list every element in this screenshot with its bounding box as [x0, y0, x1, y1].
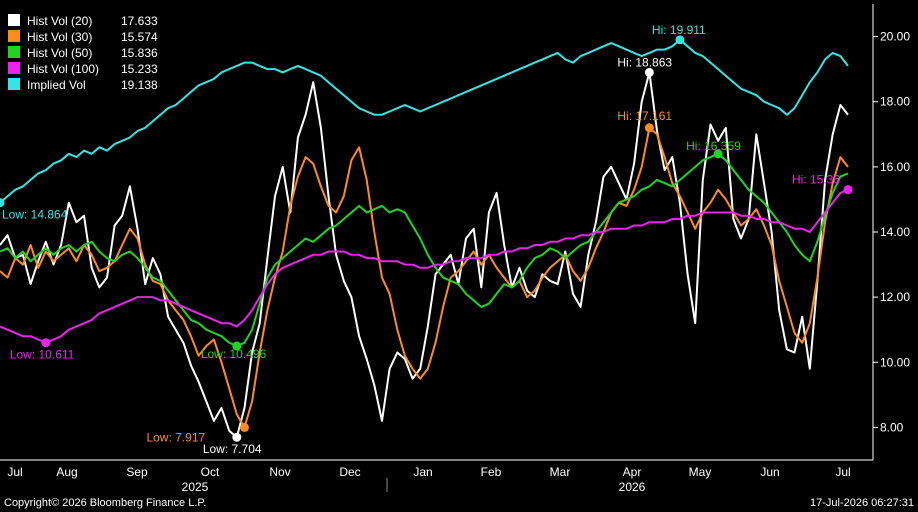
copyright-text: Copyright© 2026 Bloomberg Finance L.P. — [4, 497, 206, 509]
x-month-label: Dec — [339, 465, 360, 479]
timestamp-text: 17-Jul-2026 06:27:31 — [810, 497, 914, 509]
y-tick-label: 14.00 — [880, 225, 910, 239]
legend-series-last: 17.633 — [121, 14, 158, 28]
x-month-label: Jul — [835, 465, 850, 479]
y-tick-label: 16.00 — [880, 160, 910, 174]
extreme-marker — [232, 432, 242, 442]
extreme-marker — [713, 149, 723, 159]
y-tick-label: 20.00 — [880, 30, 910, 44]
extreme-label: Low: 7.704 — [203, 442, 262, 456]
extreme-marker — [675, 35, 685, 45]
series-line — [0, 126, 849, 429]
x-year-label: 2026 — [619, 480, 646, 494]
series-line — [0, 38, 849, 204]
extreme-label: Hi: 16.359 — [686, 139, 741, 153]
extreme-marker — [239, 422, 249, 432]
x-month-label: Feb — [481, 465, 502, 479]
series-layer — [0, 38, 849, 439]
legend-series-name: Hist Vol (50) — [27, 46, 92, 60]
footer: Copyright© 2026 Bloomberg Finance L.P. 1… — [4, 497, 914, 509]
y-tick-label: 8.00 — [880, 420, 904, 434]
legend-series-last: 15.233 — [121, 62, 158, 76]
extreme-label: Low: 10.611 — [10, 348, 75, 362]
y-axis: 8.00 10.00 12.00 14.00 16.00 18.00 20.00 — [872, 4, 910, 460]
x-month-label: Jul — [7, 465, 22, 479]
extreme-marker — [41, 338, 51, 348]
extreme-marker — [644, 67, 654, 77]
annotation-layer: Hi: 18.863 Hi: 19.911 Hi: 17.161 Hi: 16.359… — [0, 23, 853, 456]
legend-swatch — [8, 30, 20, 42]
legend-swatch — [8, 46, 20, 58]
y-tick-label: 18.00 — [880, 95, 910, 109]
x-month-label: Oct — [201, 465, 220, 479]
extreme-marker — [232, 341, 242, 351]
x-year-label: 2025 — [182, 480, 209, 494]
extreme-label: Low: 14.864 — [2, 208, 68, 222]
x-axis: Jul Aug Sep Oct Nov Dec Jan Feb Mar Apr May Jun Jul 2… — [0, 459, 873, 494]
extreme-label: Hi: 15.36 — [792, 173, 840, 187]
x-month-label: May — [689, 465, 712, 479]
extreme-label: Low: 7.917 — [146, 430, 205, 444]
legend-series-name: Hist Vol (20) — [27, 14, 92, 28]
extreme-marker — [843, 185, 853, 195]
legend-swatch — [8, 14, 20, 26]
y-tick-label: 10.00 — [880, 355, 910, 369]
legend-box — [4, 8, 168, 94]
legend-series-name: Hist Vol (30) — [27, 30, 92, 44]
extreme-label: Hi: 17.161 — [617, 109, 672, 123]
y-tick-label: 12.00 — [880, 290, 910, 304]
extreme-label: Hi: 18.863 — [617, 55, 672, 69]
legend-swatch — [8, 78, 20, 90]
legend-series-name: Hist Vol (100) — [27, 62, 99, 76]
x-month-label: Jun — [760, 465, 779, 479]
legend: Hist Vol (20) 17.633 Hist Vol (30) 15.574 Hi… — [4, 8, 168, 94]
series-line — [0, 188, 849, 344]
legend-series-name: Implied Vol — [27, 78, 86, 92]
x-month-label: Mar — [550, 465, 571, 479]
extreme-label: Hi: 19.911 — [652, 23, 706, 37]
extreme-marker — [0, 198, 5, 208]
x-month-label: Nov — [269, 465, 290, 479]
legend-swatch — [8, 62, 20, 74]
extreme-label: Low: 10.496 — [201, 347, 267, 361]
legend-series-last: 15.574 — [121, 30, 158, 44]
legend-series-last: 19.138 — [121, 78, 158, 92]
series-line — [0, 152, 849, 347]
x-month-label: Jan — [413, 465, 432, 479]
extreme-marker — [644, 123, 654, 133]
x-month-label: Apr — [623, 465, 642, 479]
legend-series-last: 15.836 — [121, 46, 158, 60]
x-month-label: Sep — [126, 465, 148, 479]
x-month-label: Aug — [56, 465, 77, 479]
series-line — [0, 71, 849, 439]
